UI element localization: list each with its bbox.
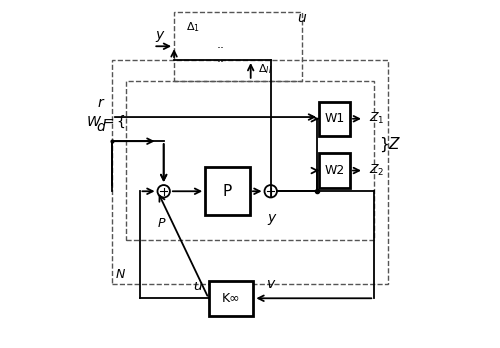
FancyBboxPatch shape xyxy=(319,153,350,188)
Text: $Z_2$: $Z_2$ xyxy=(369,163,384,178)
Text: P: P xyxy=(223,184,232,199)
Text: $v$: $v$ xyxy=(266,277,276,291)
Text: $d$: $d$ xyxy=(96,119,107,134)
FancyBboxPatch shape xyxy=(205,167,250,215)
Text: $\Delta_1$: $\Delta_1$ xyxy=(186,21,200,34)
Text: $y$: $y$ xyxy=(267,212,278,227)
Text: W2: W2 xyxy=(324,164,344,177)
Text: $u$: $u$ xyxy=(193,279,203,293)
Text: ..: .. xyxy=(216,52,224,65)
Text: $N$: $N$ xyxy=(116,268,126,281)
Text: ..: .. xyxy=(216,38,224,51)
Text: $u$: $u$ xyxy=(296,11,307,25)
Text: $\Delta_{II}$: $\Delta_{II}$ xyxy=(258,62,272,76)
FancyBboxPatch shape xyxy=(319,102,350,136)
Text: $P$: $P$ xyxy=(157,217,166,230)
Text: K∞: K∞ xyxy=(222,292,240,305)
Text: $\}Z$: $\}Z$ xyxy=(380,135,402,154)
FancyBboxPatch shape xyxy=(208,281,254,316)
Text: $r$: $r$ xyxy=(98,96,106,110)
Text: $y$: $y$ xyxy=(155,29,166,44)
Text: $Z_1$: $Z_1$ xyxy=(369,111,384,126)
Text: W1: W1 xyxy=(324,112,344,125)
Text: $W = \{$: $W = \{$ xyxy=(86,114,126,130)
